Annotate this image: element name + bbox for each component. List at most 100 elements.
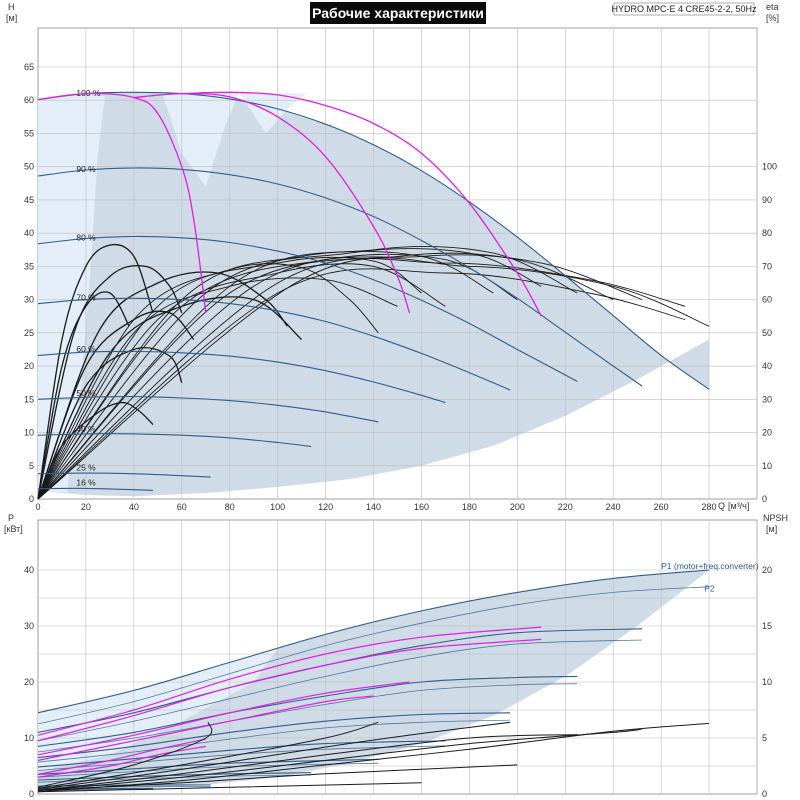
x-tick-label: 180 xyxy=(462,502,477,512)
p2-curve xyxy=(37,719,511,763)
power-limit-curve xyxy=(37,638,542,742)
npsh-tick-label: 0 xyxy=(762,789,767,799)
title-box xyxy=(310,2,486,24)
power-limit-curve xyxy=(37,745,206,778)
p-tick-label: 0 xyxy=(29,789,34,799)
speed-curve xyxy=(37,167,643,387)
speed-curve-label: 40 % xyxy=(76,424,96,434)
y-tick-label: 45 xyxy=(24,195,34,205)
efficiency-curve xyxy=(37,258,686,500)
x-tick-label: 60 xyxy=(177,502,187,512)
power-limit-curve xyxy=(37,681,410,756)
y-tick-label: 20 xyxy=(24,361,34,371)
x-tick-label: 200 xyxy=(510,502,525,512)
efficiency-curve xyxy=(37,256,422,500)
eta-tick-label: 50 xyxy=(762,328,772,338)
x-tick-label: 140 xyxy=(366,502,381,512)
speed-curve xyxy=(37,433,312,448)
y-tick-label: 50 xyxy=(24,162,34,172)
y-left-axis-name: H xyxy=(8,2,15,12)
eta-tick-label: 80 xyxy=(762,228,772,238)
y-tick-label: 35 xyxy=(24,261,34,271)
x-tick-label: 100 xyxy=(270,502,285,512)
power-legend-label: P1 (motor+freq.converter) xyxy=(661,561,759,571)
npsh-curve xyxy=(37,728,643,792)
speed-curve-label: 70 % xyxy=(76,292,96,302)
p-tick-label: 10 xyxy=(24,733,34,743)
p1-curve xyxy=(37,675,578,747)
speed-curve xyxy=(37,396,379,423)
y-left-axis-unit: [м] xyxy=(6,13,17,23)
y-tick-label: 15 xyxy=(24,394,34,404)
speed-curve-label: 25 % xyxy=(76,462,96,472)
y-tick-label: 10 xyxy=(24,428,34,438)
p1-curve xyxy=(37,787,154,790)
y-tick-label: 40 xyxy=(24,228,34,238)
speed-curve-label: 80 % xyxy=(76,232,96,242)
p-axis-unit: [кВт] xyxy=(4,524,23,534)
x-tick-label: 160 xyxy=(414,502,429,512)
efficiency-curve xyxy=(37,246,578,500)
y-tick-label: 65 xyxy=(24,62,34,72)
p2-curve xyxy=(37,745,446,771)
npsh-tick-label: 10 xyxy=(762,677,772,687)
efficiency-curve xyxy=(37,243,154,500)
model-label: HYDRO MPC-E 4 CRE45-2-2, 50Hz xyxy=(611,4,757,14)
eta-tick-label: 70 xyxy=(762,261,772,271)
npsh-tick-label: 15 xyxy=(762,621,772,631)
npsh-axis-unit: [м] xyxy=(766,524,777,534)
p2-curve xyxy=(37,683,578,753)
efficiency-curve xyxy=(37,268,686,500)
y-tick-label: 0 xyxy=(29,494,34,504)
speed-curve-label: 60 % xyxy=(76,344,96,354)
npsh-curve xyxy=(37,721,511,790)
x-tick-label: 220 xyxy=(558,502,573,512)
x-tick-label: 20 xyxy=(81,502,91,512)
eta-tick-label: 90 xyxy=(762,195,772,205)
limit-curve xyxy=(37,92,207,313)
speed-curve-label: 16 % xyxy=(76,478,96,488)
p-axis-name: P xyxy=(8,513,14,523)
eta-tick-label: 100 xyxy=(762,162,777,172)
x-tick-label: 40 xyxy=(129,502,139,512)
p-tick-label: 30 xyxy=(24,621,34,631)
speed-curve xyxy=(37,297,511,391)
npsh-curve xyxy=(37,722,213,788)
operating-region-light-3 xyxy=(239,92,307,134)
p1-curve xyxy=(37,569,710,714)
speed-curve-label: 90 % xyxy=(76,164,96,174)
y-tick-label: 30 xyxy=(24,295,34,305)
npsh-curve xyxy=(37,734,578,792)
eta-tick-label: 20 xyxy=(762,428,772,438)
speed-curve xyxy=(37,350,446,404)
chart-title: Рабочие характеристики xyxy=(312,5,484,21)
y-tick-label: 60 xyxy=(24,95,34,105)
y-right-axis-unit: [%] xyxy=(766,13,779,23)
x-tick-label: 120 xyxy=(318,502,333,512)
x-tick-label: 260 xyxy=(654,502,669,512)
npsh-curve xyxy=(37,764,518,792)
x-axis-unit: [м³/ч] xyxy=(728,501,749,511)
y-tick-label: 5 xyxy=(29,461,34,471)
power-limit-curve xyxy=(37,738,206,775)
operating-region-light xyxy=(38,94,106,493)
speed-curve xyxy=(37,235,578,382)
y-right-axis-name: eta xyxy=(766,2,779,12)
speed-curve-label: 50 % xyxy=(76,388,96,398)
speed-curve xyxy=(37,487,154,491)
p2-curve xyxy=(37,586,710,725)
p-tick-label: 20 xyxy=(24,677,34,687)
npsh-curve xyxy=(37,721,379,789)
eta-tick-label: 0 xyxy=(762,494,767,504)
speed-curve xyxy=(37,91,710,390)
efficiency-curve xyxy=(37,263,446,500)
efficiency-curve xyxy=(37,277,398,500)
efficiency-curve xyxy=(37,254,643,500)
y-tick-label: 55 xyxy=(24,128,34,138)
npsh-axis-name: NPSH xyxy=(763,513,788,523)
npsh-tick-label: 5 xyxy=(762,733,767,743)
p1-curve xyxy=(37,712,511,759)
p-tick-label: 40 xyxy=(24,565,34,575)
